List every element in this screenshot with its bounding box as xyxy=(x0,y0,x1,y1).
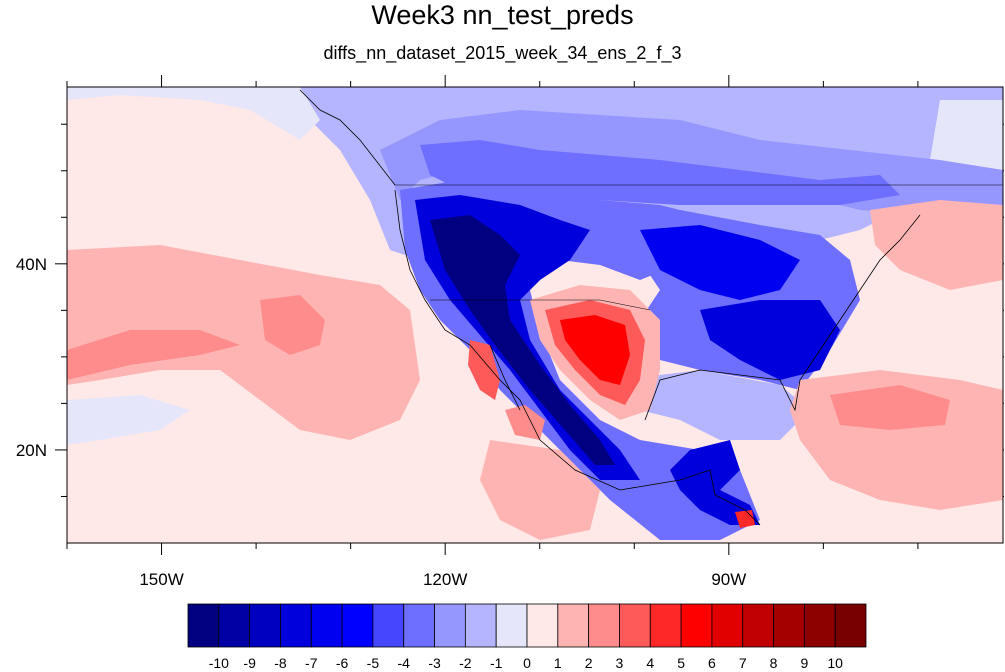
west-us-navy-region xyxy=(430,215,615,465)
lon-tick-label: 150W xyxy=(139,570,183,589)
colorbar-label: -6 xyxy=(336,655,349,671)
lon-tick-label: 90W xyxy=(711,570,746,589)
southeast-darkblue-region xyxy=(700,300,840,380)
colorbar-box xyxy=(619,603,651,648)
colorbar-box xyxy=(249,603,281,648)
colorbar-label: 6 xyxy=(708,655,716,671)
colorbar-box xyxy=(464,603,497,648)
central-america-blue-region xyxy=(670,440,760,525)
colorbar-label: -4 xyxy=(398,655,411,671)
pacific-pale-region xyxy=(67,395,190,445)
colorbar-label: 4 xyxy=(646,655,654,671)
colorbar-label: -5 xyxy=(367,655,380,671)
colorbar-box xyxy=(773,603,805,648)
canada-blue-region xyxy=(420,140,900,205)
colorbar-label: -2 xyxy=(459,655,472,671)
colorbar-box xyxy=(280,603,312,648)
map-frame xyxy=(66,86,1004,544)
colorbar-label: 10 xyxy=(827,655,843,671)
colorbar-box xyxy=(434,603,466,648)
colorbar-label: -9 xyxy=(243,655,256,671)
colorbar-label: -10 xyxy=(209,655,229,671)
atlantic-salmon-region xyxy=(830,385,950,430)
map-subtitle: diffs_nn_dataset_2015_week_34_ens_2_f_3 xyxy=(323,43,682,63)
colorbar-box xyxy=(588,603,620,648)
colorbar-box xyxy=(557,603,590,648)
colorbar-box xyxy=(680,603,713,648)
colorbar-label: 8 xyxy=(770,655,778,671)
colorbar-label: -8 xyxy=(274,655,287,671)
colorbar-box xyxy=(526,603,559,648)
colorbar-label: 2 xyxy=(585,655,593,671)
pacific-salmon-region xyxy=(260,295,325,355)
gulf-light-blue-region xyxy=(620,370,810,440)
pacific-salmon-streak xyxy=(67,330,240,380)
colorbar-label: 7 xyxy=(739,655,747,671)
coastlines xyxy=(299,89,1003,526)
map-field xyxy=(67,87,1003,543)
colorbar-label: 1 xyxy=(554,655,562,671)
colorbar-box xyxy=(372,603,405,648)
colorbar-label: 9 xyxy=(800,655,808,671)
lat-tick-label: 20N xyxy=(16,441,47,460)
lon-tick-label: 120W xyxy=(423,570,467,589)
colorbar-box xyxy=(218,603,251,648)
lat-tick-label: 40N xyxy=(16,255,47,274)
map-axes: 150W 120W 90W 40N 20N xyxy=(16,75,1004,589)
colorbar-box xyxy=(803,603,836,648)
pacific-pink-band xyxy=(67,245,420,440)
colorbar-label: 0 xyxy=(523,655,531,671)
colorbar-box xyxy=(341,603,374,648)
colorbar-box xyxy=(495,603,528,648)
pacific-south-pink-region xyxy=(480,440,600,540)
colorbar-label: -7 xyxy=(305,655,318,671)
central-us-darkblue-region xyxy=(640,225,800,300)
colorbar-box xyxy=(187,603,220,648)
baja-pink-region xyxy=(505,405,545,440)
colorbar-box xyxy=(649,603,682,648)
colorbar-label: -3 xyxy=(428,655,441,671)
map-title: Week3 nn_test_preds xyxy=(371,0,634,30)
baja-red-region xyxy=(468,340,500,400)
colorbar: -10 -9 -8 -7 -6 -5 -4 -3 -2 -1 0 1 2 3 4 5 6 7 8 9 10 xyxy=(187,603,867,671)
colorbar-box xyxy=(834,603,867,648)
colorbar-box xyxy=(310,603,343,648)
colorbar-label: 3 xyxy=(616,655,624,671)
colorbar-box xyxy=(711,603,744,648)
colorbar-label: -1 xyxy=(490,655,503,671)
pacific-northwest-pale-region xyxy=(67,87,320,140)
colorbar-label: 5 xyxy=(677,655,685,671)
southwest-bright-red-region xyxy=(560,315,630,385)
northeast-pink-region xyxy=(870,200,1003,290)
colorbar-box xyxy=(403,603,435,648)
colorbar-box xyxy=(742,603,774,648)
